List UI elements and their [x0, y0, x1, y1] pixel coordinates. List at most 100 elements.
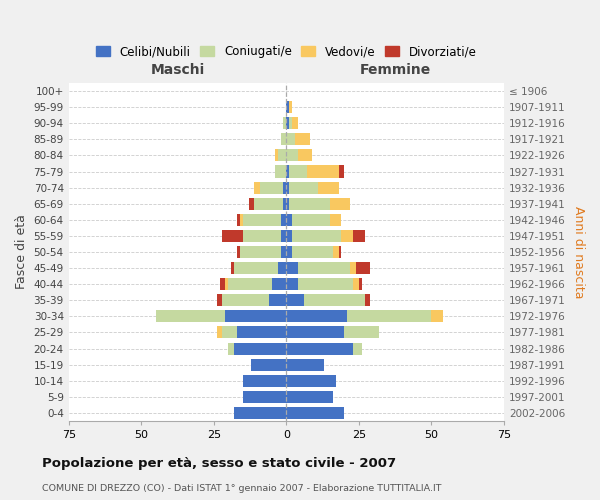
Bar: [356, 262, 370, 274]
Bar: [286, 342, 353, 354]
Bar: [275, 166, 286, 177]
Bar: [295, 134, 310, 145]
Bar: [223, 326, 237, 338]
Y-axis label: Anni di nascita: Anni di nascita: [572, 206, 585, 298]
Bar: [248, 198, 254, 209]
Bar: [217, 294, 223, 306]
Bar: [243, 374, 286, 387]
Bar: [226, 278, 228, 290]
Bar: [278, 150, 286, 162]
Bar: [350, 262, 356, 274]
Bar: [156, 310, 226, 322]
Bar: [237, 246, 240, 258]
Bar: [286, 101, 289, 113]
Bar: [286, 374, 335, 387]
Bar: [292, 246, 333, 258]
Bar: [272, 278, 286, 290]
Bar: [298, 262, 350, 274]
Bar: [240, 246, 281, 258]
Bar: [330, 198, 350, 209]
Bar: [286, 214, 292, 226]
Bar: [286, 150, 298, 162]
Bar: [228, 342, 234, 354]
Bar: [269, 294, 286, 306]
Bar: [260, 182, 283, 194]
Bar: [283, 182, 286, 194]
Bar: [286, 198, 289, 209]
Bar: [431, 310, 443, 322]
Bar: [338, 166, 344, 177]
Bar: [353, 278, 359, 290]
Bar: [243, 230, 281, 242]
Bar: [318, 182, 338, 194]
Text: Maschi: Maschi: [151, 62, 205, 76]
Legend: Celibi/Nubili, Coniugati/e, Vedovi/e, Divorziati/e: Celibi/Nubili, Coniugati/e, Vedovi/e, Di…: [92, 42, 480, 62]
Bar: [234, 407, 286, 419]
Bar: [289, 117, 292, 130]
Bar: [298, 278, 353, 290]
Text: COMUNE DI DREZZO (CO) - Dati ISTAT 1° gennaio 2007 - Elaborazione TUTTITALIA.IT: COMUNE DI DREZZO (CO) - Dati ISTAT 1° ge…: [42, 484, 442, 493]
Bar: [283, 117, 286, 130]
Bar: [283, 198, 286, 209]
Bar: [281, 246, 286, 258]
Bar: [286, 278, 298, 290]
Bar: [226, 310, 286, 322]
Bar: [237, 214, 240, 226]
Bar: [292, 230, 341, 242]
Bar: [286, 182, 289, 194]
Bar: [281, 214, 286, 226]
Bar: [286, 134, 295, 145]
Bar: [231, 262, 234, 274]
Bar: [286, 230, 292, 242]
Text: Popolazione per età, sesso e stato civile - 2007: Popolazione per età, sesso e stato civil…: [42, 458, 396, 470]
Bar: [275, 150, 278, 162]
Bar: [289, 198, 330, 209]
Bar: [286, 358, 324, 370]
Bar: [234, 342, 286, 354]
Bar: [289, 182, 318, 194]
Bar: [286, 117, 289, 130]
Bar: [347, 310, 431, 322]
Bar: [223, 230, 243, 242]
Bar: [286, 407, 344, 419]
Bar: [240, 214, 243, 226]
Bar: [251, 358, 286, 370]
Bar: [281, 134, 286, 145]
Bar: [298, 150, 313, 162]
Bar: [292, 117, 298, 130]
Bar: [353, 230, 365, 242]
Bar: [243, 214, 281, 226]
Bar: [338, 246, 341, 258]
Bar: [286, 294, 304, 306]
Bar: [286, 262, 298, 274]
Bar: [330, 214, 341, 226]
Bar: [289, 166, 307, 177]
Bar: [353, 342, 362, 354]
Bar: [365, 294, 370, 306]
Bar: [217, 326, 223, 338]
Bar: [286, 326, 344, 338]
Bar: [243, 391, 286, 403]
Bar: [286, 391, 333, 403]
Bar: [228, 278, 272, 290]
Bar: [286, 166, 289, 177]
Bar: [344, 326, 379, 338]
Bar: [286, 310, 347, 322]
Bar: [304, 294, 365, 306]
Bar: [220, 278, 226, 290]
Bar: [307, 166, 338, 177]
Bar: [333, 246, 338, 258]
Bar: [278, 262, 286, 274]
Bar: [289, 101, 292, 113]
Bar: [286, 246, 292, 258]
Bar: [234, 262, 278, 274]
Bar: [237, 326, 286, 338]
Bar: [223, 294, 269, 306]
Bar: [254, 198, 283, 209]
Bar: [359, 278, 362, 290]
Bar: [341, 230, 353, 242]
Y-axis label: Fasce di età: Fasce di età: [15, 214, 28, 290]
Text: Femmine: Femmine: [359, 62, 431, 76]
Bar: [292, 214, 330, 226]
Bar: [254, 182, 260, 194]
